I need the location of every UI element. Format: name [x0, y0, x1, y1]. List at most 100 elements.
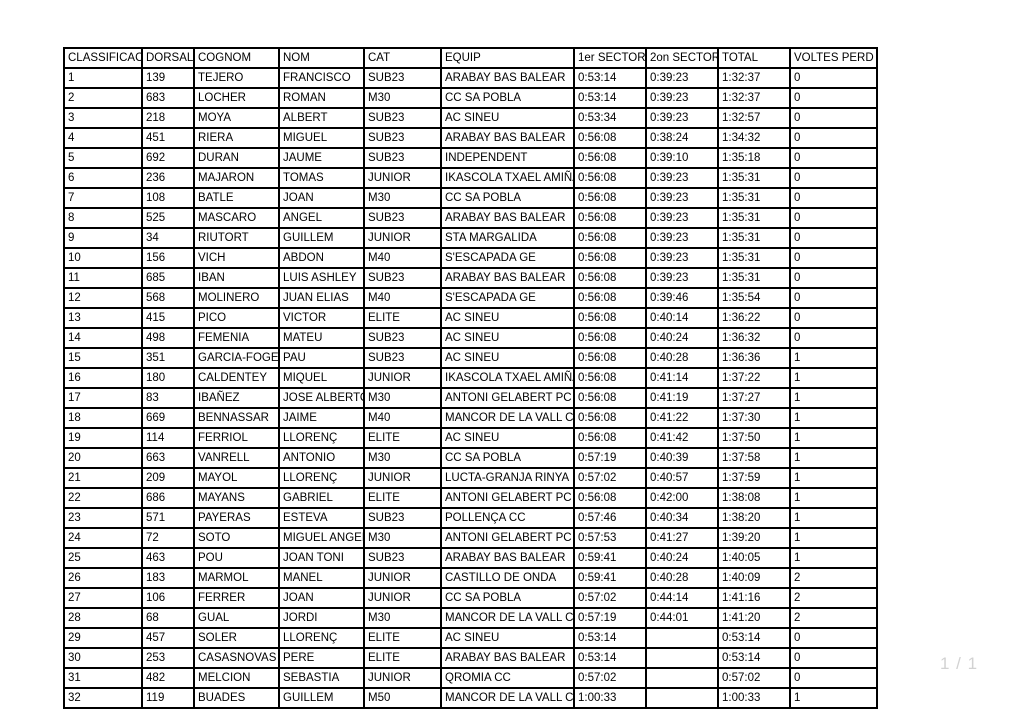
- cell-cat: SUB23: [365, 509, 442, 529]
- cell-nom: TOMAS: [280, 169, 365, 189]
- cell-pos: 5: [65, 149, 143, 169]
- cell-sec2: 0:41:42: [647, 429, 719, 449]
- cell-cognom: RIERA: [195, 129, 280, 149]
- cell-dorsal: 72: [143, 529, 195, 549]
- cell-dorsal: 663: [143, 449, 195, 469]
- cell-cat: M30: [365, 189, 442, 209]
- cell-total: 1:35:31: [719, 169, 791, 189]
- cell-dorsal: 685: [143, 269, 195, 289]
- cell-sec1: 0:57:02: [575, 469, 647, 489]
- cell-pos: 25: [65, 549, 143, 569]
- cell-dorsal: 463: [143, 549, 195, 569]
- cell-pos: 13: [65, 309, 143, 329]
- cell-cat: M30: [365, 609, 442, 629]
- cell-cognom: FERRIOL: [195, 429, 280, 449]
- table-row: 24 72 SOTO MIGUEL ANGEL M30 ANTONI GELABERT P…: [65, 529, 878, 549]
- cell-pos: 1: [65, 69, 143, 89]
- cell-pos: 2: [65, 89, 143, 109]
- cell-equip: INDEPENDENT: [442, 149, 575, 169]
- cell-equip: POLLENÇA CC: [442, 509, 575, 529]
- cell-pos: 30: [65, 649, 143, 669]
- cell-nom: MIGUEL ANGEL: [280, 529, 365, 549]
- cell-pos: 24: [65, 529, 143, 549]
- cell-sec2: 0:41:19: [647, 389, 719, 409]
- cell-nom: GUILLEM: [280, 229, 365, 249]
- cell-nom: JORDI: [280, 609, 365, 629]
- cell-sec2: 0:44:14: [647, 589, 719, 609]
- cell-volt: 0: [791, 229, 878, 249]
- cell-pos: 9: [65, 229, 143, 249]
- cell-total: 1:36:36: [719, 349, 791, 369]
- cell-cognom: FEMENIA: [195, 329, 280, 349]
- cell-total: 1:35:31: [719, 249, 791, 269]
- cell-volt: 0: [791, 249, 878, 269]
- cell-pos: 3: [65, 109, 143, 129]
- cell-cognom: RIUTORT: [195, 229, 280, 249]
- cell-volt: 1: [791, 469, 878, 489]
- cell-sec2: 0:40:14: [647, 309, 719, 329]
- cell-sec1: 0:53:14: [575, 649, 647, 669]
- table-row: 23 571 PAYERAS ESTEVA SUB23 POLLENÇA CC 0:57:4…: [65, 509, 878, 529]
- cell-cognom: MOLINERO: [195, 289, 280, 309]
- cell-sec1: 0:56:08: [575, 129, 647, 149]
- cell-cat: M50: [365, 689, 442, 709]
- cell-equip: AC SINEU: [442, 429, 575, 449]
- table-row: 22 686 MAYANS GABRIEL ELITE ANTONI GELABERT P…: [65, 489, 878, 509]
- cell-pos: 16: [65, 369, 143, 389]
- cell-equip: ARABAY BAS BALEAR: [442, 209, 575, 229]
- cell-pos: 11: [65, 269, 143, 289]
- cell-volt: 1: [791, 409, 878, 429]
- cell-dorsal: 669: [143, 409, 195, 429]
- cell-equip: AC SINEU: [442, 309, 575, 329]
- cell-nom: ANTONIO: [280, 449, 365, 469]
- cell-dorsal: 119: [143, 689, 195, 709]
- table-row: 1 139 TEJERO FRANCISCO SUB23 ARABAY BAS BALEA…: [65, 69, 878, 89]
- cell-dorsal: 108: [143, 189, 195, 209]
- column-header-dorsal: DORSAL: [143, 49, 195, 69]
- cell-sec2: [647, 629, 719, 649]
- cell-equip: ANTONI GELABERT PC: [442, 529, 575, 549]
- cell-sec2: [647, 689, 719, 709]
- cell-dorsal: 451: [143, 129, 195, 149]
- cell-dorsal: 180: [143, 369, 195, 389]
- cell-pos: 22: [65, 489, 143, 509]
- cell-sec1: 0:53:14: [575, 89, 647, 109]
- cell-dorsal: 415: [143, 309, 195, 329]
- cell-total: 1:38:08: [719, 489, 791, 509]
- cell-volt: 2: [791, 569, 878, 589]
- cell-total: 1:39:20: [719, 529, 791, 549]
- cell-pos: 23: [65, 509, 143, 529]
- cell-cat: ELITE: [365, 649, 442, 669]
- cell-sec2: 0:41:22: [647, 409, 719, 429]
- cell-equip: ARABAY BAS BALEAR: [442, 129, 575, 149]
- column-header-sec2: 2on SECTOR: [647, 49, 719, 69]
- cell-pos: 26: [65, 569, 143, 589]
- cell-sec2: 0:39:23: [647, 269, 719, 289]
- cell-nom: JOAN: [280, 589, 365, 609]
- cell-nom: MANEL: [280, 569, 365, 589]
- column-header-pos: CLASSIFICAC: [65, 49, 143, 69]
- cell-dorsal: 571: [143, 509, 195, 529]
- cell-cognom: MASCARO: [195, 209, 280, 229]
- cell-volt: 0: [791, 109, 878, 129]
- cell-total: 0:53:14: [719, 629, 791, 649]
- cell-cognom: TEJERO: [195, 69, 280, 89]
- cell-total: 1:35:31: [719, 209, 791, 229]
- cell-volt: 1: [791, 689, 878, 709]
- cell-sec2: 0:39:23: [647, 229, 719, 249]
- cell-cognom: GARCIA-FOGEDA: [195, 349, 280, 369]
- cell-pos: 7: [65, 189, 143, 209]
- cell-cognom: MAYOL: [195, 469, 280, 489]
- cell-sec1: 0:57:53: [575, 529, 647, 549]
- cell-dorsal: 683: [143, 89, 195, 109]
- cell-total: 1:32:57: [719, 109, 791, 129]
- cell-sec2: 0:40:34: [647, 509, 719, 529]
- cell-volt: 0: [791, 269, 878, 289]
- cell-volt: 2: [791, 609, 878, 629]
- cell-total: 1:35:31: [719, 189, 791, 209]
- cell-equip: QROMIA CC: [442, 669, 575, 689]
- cell-equip: AC SINEU: [442, 109, 575, 129]
- cell-pos: 29: [65, 629, 143, 649]
- cell-nom: ROMAN: [280, 89, 365, 109]
- cell-cat: JUNIOR: [365, 669, 442, 689]
